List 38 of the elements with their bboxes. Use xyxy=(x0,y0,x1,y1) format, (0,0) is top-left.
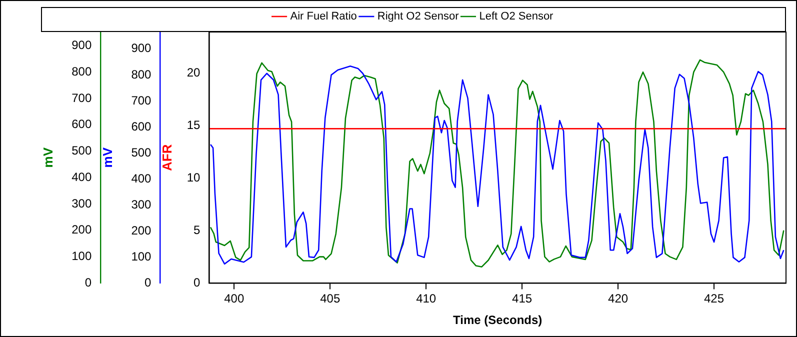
y3-tick-label: 500 xyxy=(131,145,152,160)
y-tick-label: 10 xyxy=(186,170,201,184)
legend-label: Air Fuel Ratio xyxy=(290,10,357,23)
y2-tick-label: 100 xyxy=(72,249,92,264)
x-tick-label: 405 xyxy=(320,292,340,306)
y3-tick-label: 0 xyxy=(144,276,152,290)
y2-tick-label: 700 xyxy=(72,90,92,105)
y2-tick-label: 0 xyxy=(84,276,92,290)
y2-axis-title: mV xyxy=(100,147,115,168)
y2-tick-label: 900 xyxy=(72,38,92,52)
x-tick-label: 420 xyxy=(608,292,628,306)
y-axis-title: AFR xyxy=(160,144,175,171)
y3-tick-label: 200 xyxy=(131,223,152,238)
y-tick-label: 20 xyxy=(186,65,201,80)
y3-tick-label: 600 xyxy=(131,119,152,134)
y3-axis-title: mV xyxy=(40,147,56,168)
legend-label: Left O2 Sensor xyxy=(479,10,554,23)
y3-tick-label: 800 xyxy=(131,67,152,82)
y3-tick-label: 400 xyxy=(131,171,152,186)
y2-tick-label: 300 xyxy=(72,196,92,210)
y2-tick-label: 200 xyxy=(72,222,92,237)
x-tick-label: 400 xyxy=(224,292,244,306)
y2-tick-label: 500 xyxy=(72,144,92,158)
x-tick-label: 415 xyxy=(512,292,532,306)
legend-label: Right O2 Sensor xyxy=(377,10,460,23)
x-tick-label: 410 xyxy=(416,292,436,306)
x-tick-label: 425 xyxy=(704,292,724,306)
y3-tick-label: 700 xyxy=(131,93,152,108)
y-tick-label: 5 xyxy=(194,222,201,237)
y3-tick-label: 100 xyxy=(131,249,152,264)
x-axis-title: Time (Seconds) xyxy=(453,313,542,328)
y-tick-label: 15 xyxy=(186,118,201,132)
y2-tick-label: 800 xyxy=(72,64,92,78)
y3-tick-label: 900 xyxy=(131,41,152,56)
y2-tick-label: 600 xyxy=(72,117,92,132)
y2-tick-label: 400 xyxy=(72,170,92,184)
y3-tick-label: 300 xyxy=(131,197,152,212)
y-tick-label: 0 xyxy=(194,276,201,290)
